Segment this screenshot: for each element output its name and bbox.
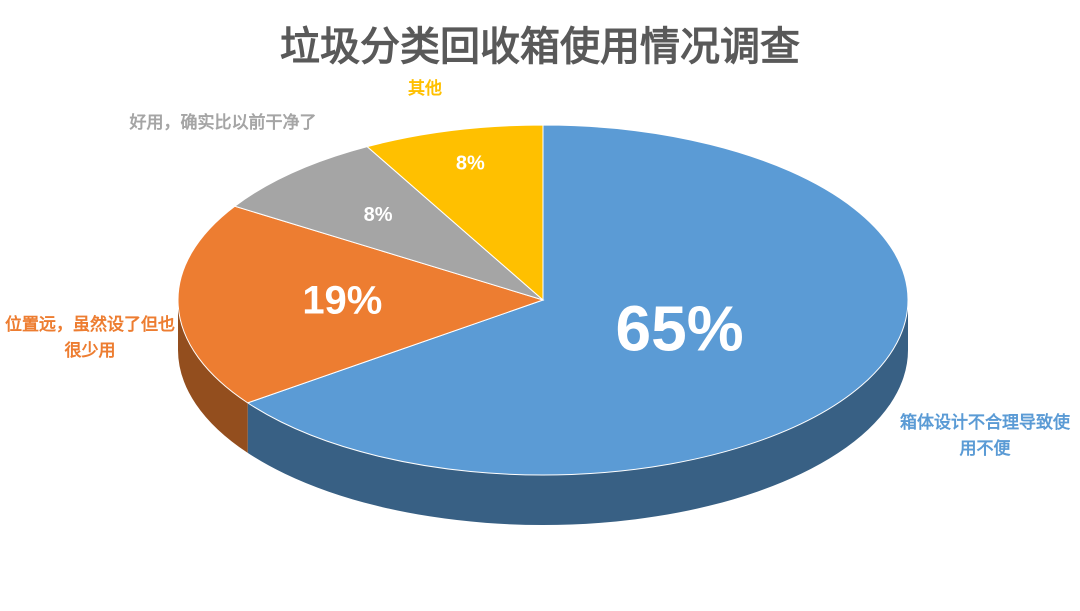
value-label: 19% — [302, 279, 382, 323]
slice — [366, 124, 544, 302]
value-label: 65% — [616, 292, 744, 364]
slice — [177, 205, 545, 453]
slice-top — [246, 124, 909, 476]
slice — [246, 124, 909, 526]
slice-top — [233, 146, 544, 301]
slice — [233, 146, 544, 301]
chart-title: 垃圾分类回收箱使用情况调查 — [280, 25, 800, 69]
value-label: 8% — [456, 153, 485, 175]
category-label: 好用，确实比以前干净了 — [129, 113, 317, 132]
category-label: 箱体设计不合理导致使用不便 — [900, 413, 1070, 458]
category-label: 位置远，虽然设了但也很少用 — [5, 315, 175, 360]
slice-side — [178, 300, 248, 453]
value-label: 8% — [364, 204, 393, 226]
slice-top — [366, 124, 544, 302]
category-label: 其他 — [408, 79, 442, 98]
slice-top — [177, 205, 545, 404]
slice-side — [247, 300, 909, 526]
